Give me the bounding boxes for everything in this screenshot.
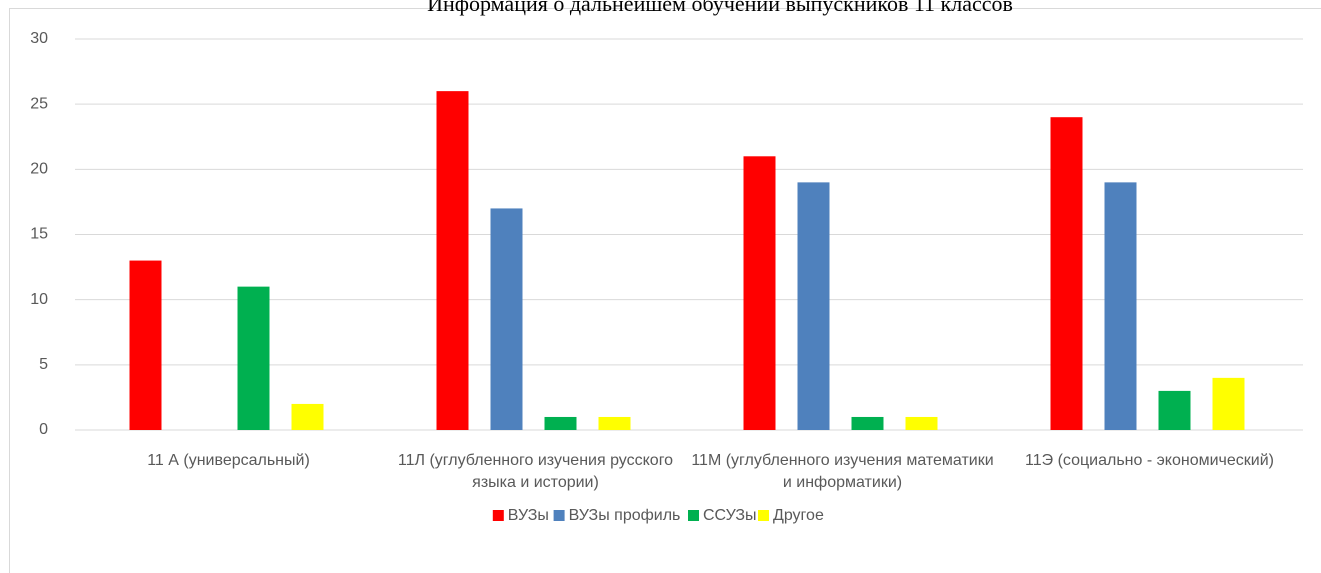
chart-border [9, 8, 1321, 573]
y-tick-label: 30 [30, 30, 48, 47]
bar [797, 182, 830, 430]
bar [237, 286, 270, 430]
legend-swatch [553, 510, 565, 521]
legend-label: ВУЗы профиль [569, 507, 681, 524]
legend-swatch [688, 510, 699, 521]
bar [743, 156, 776, 431]
legend-label: ССУЗы [703, 507, 757, 524]
x-tick-label-box: 11Э (социально - экономический) [1025, 452, 1274, 469]
x-tick-label: 11Л (углубленного изучения русского язык… [397, 452, 674, 491]
bar [490, 208, 523, 430]
bar [1158, 390, 1191, 430]
bar [851, 416, 884, 430]
y-tick-label: 25 [30, 95, 48, 112]
x-tick-label-box: 11М (углубленного изучения математики и … [691, 452, 994, 491]
bar [1050, 117, 1083, 430]
chart-title: Информация о дальнейшем обучении выпускн… [427, 0, 1013, 16]
x-tick-label: 11М (углубленного изучения математики и … [691, 452, 994, 491]
legend-swatch [492, 510, 504, 521]
x-tick-label-box: 11Л (углубленного изучения русского язык… [397, 452, 674, 491]
y-tick-label: 20 [30, 161, 48, 178]
legend-swatch [758, 510, 769, 521]
legend-label: ВУЗы [508, 507, 549, 524]
bar [1212, 377, 1245, 430]
y-tick-label: 0 [39, 421, 48, 438]
x-tick-label: 11 А (универсальный) [147, 452, 310, 469]
bar [598, 416, 631, 430]
bar [129, 260, 162, 430]
x-tick-label: 11Э (социально - экономический) [1025, 452, 1274, 469]
y-tick-label: 15 [30, 226, 48, 243]
bar [291, 403, 324, 430]
bar [1104, 182, 1137, 430]
bar [544, 416, 577, 430]
y-tick-label: 10 [30, 291, 48, 308]
bar [905, 416, 938, 430]
y-tick-label: 5 [39, 356, 48, 373]
legend-label: Другое [773, 507, 824, 524]
x-tick-label-box: 11 А (универсальный) [147, 452, 310, 469]
bar [436, 91, 469, 430]
